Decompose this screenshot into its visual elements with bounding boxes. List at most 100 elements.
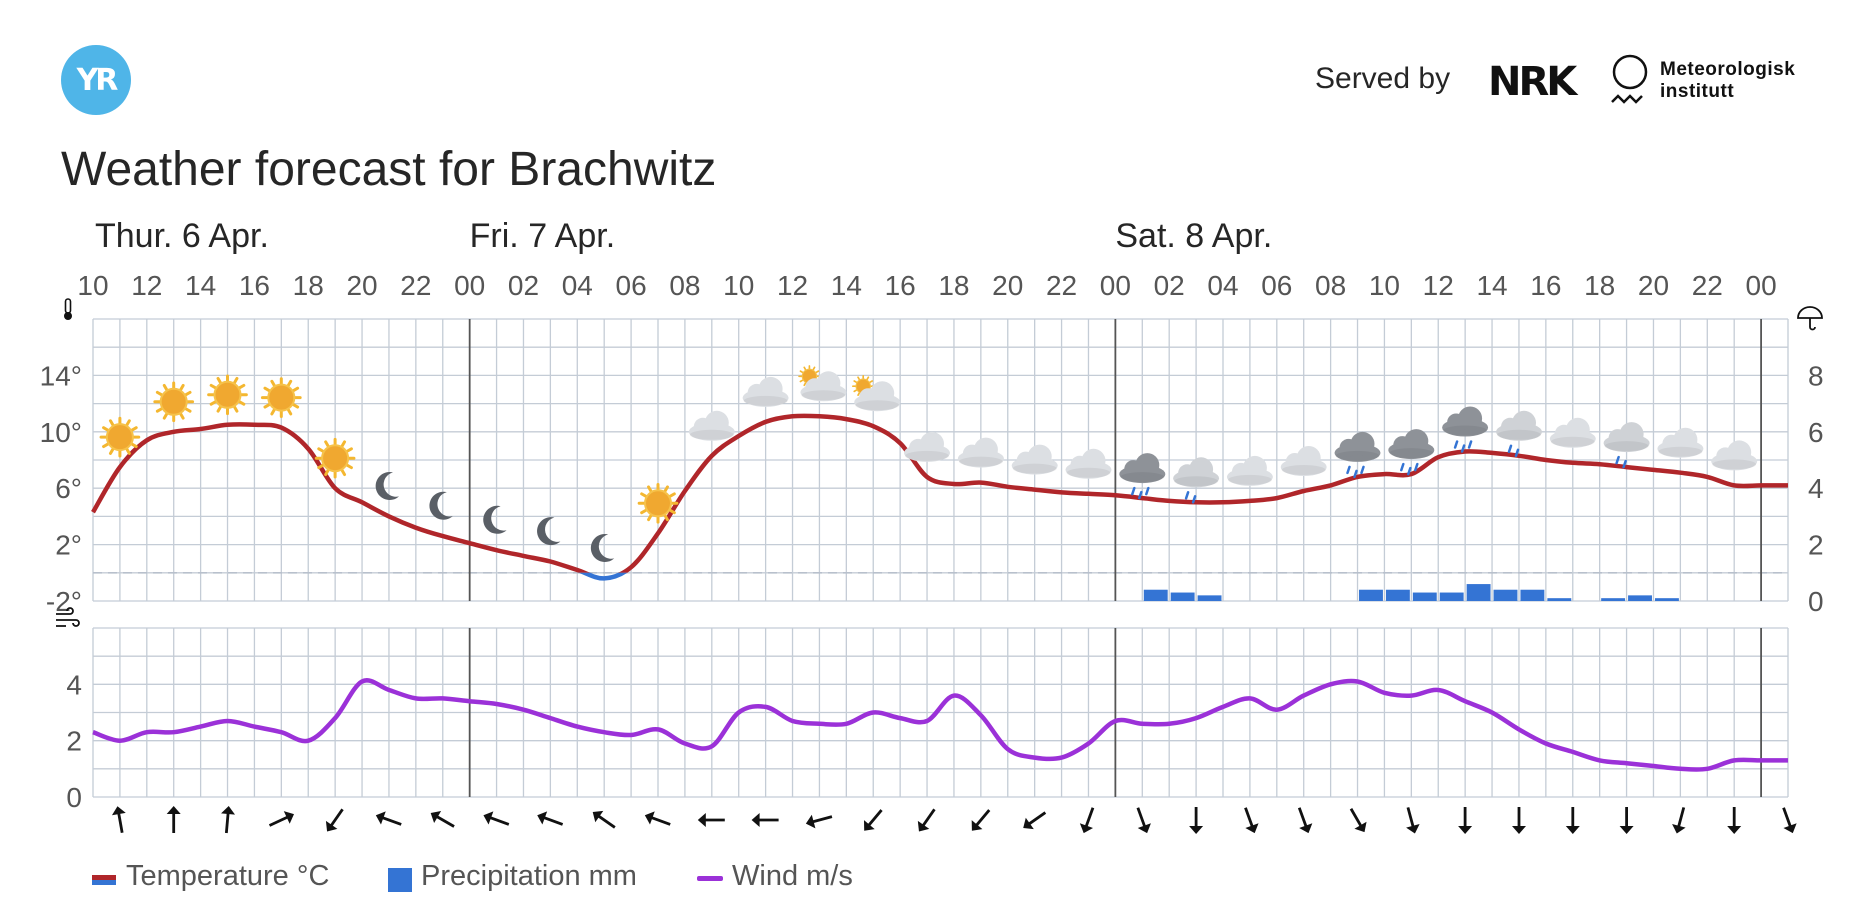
precipitation-tick-label: 2 xyxy=(1808,530,1824,561)
wind-direction-arrow xyxy=(1458,807,1473,834)
temperature-tick-label: 10° xyxy=(40,417,82,448)
precipitation-bar xyxy=(1170,592,1195,601)
served-by-label: Served by xyxy=(1315,62,1451,95)
cloud-icon xyxy=(688,410,735,441)
wind-direction-arrow xyxy=(1297,807,1313,834)
precipitation-bar xyxy=(1493,589,1518,601)
precipitation-bar xyxy=(1466,584,1491,601)
partly-cloudy-icon xyxy=(798,365,847,402)
time-tick-label: 00 xyxy=(1100,270,1131,301)
sun-icon xyxy=(207,374,248,416)
precipitation-bar xyxy=(1143,589,1168,601)
legend-precipitation-label: Precipitation mm xyxy=(421,860,637,892)
time-tick-label: 18 xyxy=(293,270,324,301)
time-tick-label: 02 xyxy=(1154,270,1185,301)
moon-icon xyxy=(590,533,615,562)
yr-logo[interactable]: YR xyxy=(61,45,131,115)
cloud-icon xyxy=(1711,440,1758,471)
legend-wind-label: Wind m/s xyxy=(732,860,853,892)
moon-icon xyxy=(375,471,399,500)
time-tick-label: 16 xyxy=(1530,270,1561,301)
wind-direction-arrow xyxy=(325,808,344,832)
precipitation-bar xyxy=(1197,595,1222,601)
rain-cloud-icon xyxy=(1388,429,1435,476)
thermometer-icon xyxy=(64,298,72,320)
moon-icon xyxy=(429,491,453,520)
precipitation-bar xyxy=(1628,595,1652,601)
cloud-icon xyxy=(1657,427,1704,458)
wind-direction-arrow xyxy=(1619,807,1634,834)
light-rain-cloud-icon xyxy=(1496,410,1542,458)
wind-direction-arrow xyxy=(111,806,126,834)
precipitation-bar xyxy=(1385,589,1410,601)
wind-direction-arrow xyxy=(1565,807,1580,834)
time-tick-label: 06 xyxy=(1261,270,1292,301)
wind-icon xyxy=(56,607,80,627)
day-label: Fri. 7 Apr. xyxy=(470,217,615,255)
cloud-icon xyxy=(1011,444,1058,475)
precipitation-tick-label: 4 xyxy=(1808,473,1824,504)
wind-direction-arrow xyxy=(221,806,235,834)
time-tick-label: 12 xyxy=(1423,270,1454,301)
time-tick-label: 12 xyxy=(777,270,808,301)
time-tick-label: 16 xyxy=(885,270,916,301)
time-tick-label: 18 xyxy=(1584,270,1615,301)
time-tick-label: 10 xyxy=(1369,270,1400,301)
wind-direction-arrow xyxy=(917,808,936,832)
time-tick-label: 14 xyxy=(1476,270,1507,301)
wind-direction-arrow xyxy=(1244,807,1259,834)
temperature-line xyxy=(91,413,1788,573)
precipitation-bar xyxy=(1439,592,1464,601)
wind-direction-arrow xyxy=(805,814,833,829)
rain-cloud-icon xyxy=(1442,406,1489,453)
sun-icon xyxy=(99,416,141,458)
time-tick-label: 14 xyxy=(831,270,862,301)
wind-direction-arrow xyxy=(1079,807,1095,834)
wind-direction-arrow xyxy=(375,811,402,826)
day-label: Thur. 6 Apr. xyxy=(95,217,269,255)
nrk-logo[interactable]: NRK xyxy=(1488,59,1577,105)
time-tick-label: 10 xyxy=(77,270,108,301)
met-institute-logo-icon[interactable] xyxy=(1608,52,1652,110)
rain-cloud-icon xyxy=(1334,431,1381,479)
time-tick-label: 18 xyxy=(938,270,969,301)
wind-direction-arrow xyxy=(1349,808,1367,833)
time-tick-label: 20 xyxy=(1638,270,1669,301)
time-tick-label: 04 xyxy=(1207,270,1238,301)
precipitation-bar xyxy=(1654,598,1679,601)
wind-tick-label: 2 xyxy=(66,726,82,757)
precipitation-bar xyxy=(1412,592,1437,601)
sun-icon xyxy=(153,381,195,423)
sun-icon xyxy=(314,437,356,479)
day-label: Sat. 8 Apr. xyxy=(1115,217,1272,255)
moon-icon xyxy=(537,517,561,546)
wind-line xyxy=(92,678,1788,772)
wind-direction-arrow xyxy=(1512,807,1526,834)
time-tick-label: 08 xyxy=(669,270,700,301)
legend-temperature-label: Temperature °C xyxy=(126,860,330,892)
wind-direction-arrow xyxy=(644,811,671,826)
wind-tick-label: 4 xyxy=(66,669,82,700)
time-tick-label: 14 xyxy=(185,270,216,301)
time-tick-label: 08 xyxy=(1315,270,1346,301)
wind-direction-arrow xyxy=(483,811,510,826)
temperature-tick-label: 14° xyxy=(40,360,82,391)
wind-direction-arrow xyxy=(1727,807,1742,834)
time-tick-label: 22 xyxy=(1692,270,1723,301)
precipitation-bar xyxy=(1547,598,1572,601)
met-institute-name-line2: institutt xyxy=(1660,81,1735,102)
wind-direction-arrow xyxy=(268,811,294,827)
time-tick-label: 16 xyxy=(239,270,270,301)
wind-direction-arrow xyxy=(1406,807,1420,834)
cloud-icon xyxy=(1065,448,1112,479)
time-tick-label: 06 xyxy=(616,270,647,301)
temperature-tick-label: 6° xyxy=(55,473,82,504)
moon-icon xyxy=(483,505,507,534)
precipitation-tick-label: 6 xyxy=(1808,417,1824,448)
wind-direction-arrow xyxy=(971,809,991,831)
time-tick-label: 22 xyxy=(400,270,431,301)
grid-lines xyxy=(92,318,1789,798)
time-tick-label: 20 xyxy=(992,270,1023,301)
time-tick-label: 20 xyxy=(346,270,377,301)
wind-direction-arrow xyxy=(537,811,564,826)
